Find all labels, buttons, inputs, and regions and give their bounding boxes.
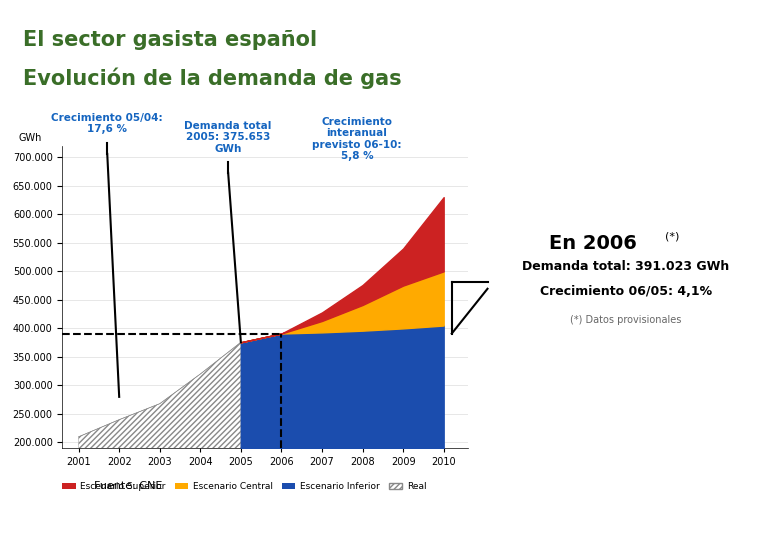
Text: Cartagena de Indias, 22 de noviembre de 2007: Cartagena de Indias, 22 de noviembre de … — [258, 517, 522, 528]
Text: Fuente: CNE: Fuente: CNE — [94, 481, 162, 491]
Text: Evolución de la demanda de gas: Evolución de la demanda de gas — [23, 68, 402, 89]
Text: El sector gasista español: El sector gasista español — [23, 30, 317, 50]
Text: 6: 6 — [750, 517, 757, 528]
Y-axis label: GWh: GWh — [18, 133, 41, 143]
Text: Crecimiento 06/05: 4,1%: Crecimiento 06/05: 4,1% — [540, 285, 712, 298]
Text: CNE: CNE — [687, 40, 744, 65]
Text: En 2006: En 2006 — [549, 234, 636, 253]
Text: (*): (*) — [665, 232, 679, 242]
Text: Demanda total
2005: 375.653
GWh: Demanda total 2005: 375.653 GWh — [184, 120, 272, 154]
Text: (*) Datos provisionales: (*) Datos provisionales — [570, 315, 682, 326]
Legend: Escenario Superior, Escenario Central, Escenario Inferior, Real: Escenario Superior, Escenario Central, E… — [58, 479, 430, 495]
Text: Crecimiento 05/04:
17,6 %: Crecimiento 05/04: 17,6 % — [51, 113, 163, 134]
Text: Crecimiento
interanual
previsto 06-10:
5,8 %: Crecimiento interanual previsto 06-10: 5… — [312, 117, 402, 161]
Text: Demanda total: 391.023 GWh: Demanda total: 391.023 GWh — [523, 260, 729, 273]
